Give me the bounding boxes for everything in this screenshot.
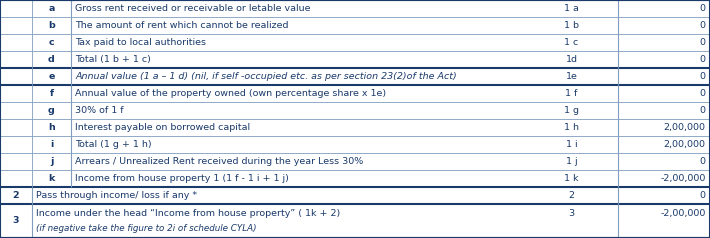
Text: 30% of 1 f: 30% of 1 f — [75, 106, 124, 115]
Text: 1 a: 1 a — [564, 4, 579, 13]
Text: 0: 0 — [700, 157, 706, 166]
Text: g: g — [48, 106, 55, 115]
Text: Total (1 b + 1 c): Total (1 b + 1 c) — [75, 55, 151, 64]
Text: 1 f: 1 f — [565, 89, 578, 98]
Text: Arrears / Unrealized Rent received during the year Less 30%: Arrears / Unrealized Rent received durin… — [75, 157, 364, 166]
Text: 1e: 1e — [566, 72, 577, 81]
Text: Income under the head “Income from house property” ( 1k + 2): Income under the head “Income from house… — [36, 209, 341, 218]
Text: j: j — [50, 157, 53, 166]
Text: -2,00,000: -2,00,000 — [660, 209, 706, 218]
Text: e: e — [48, 72, 55, 81]
Text: h: h — [48, 123, 55, 132]
Text: f: f — [50, 89, 53, 98]
Text: 1 h: 1 h — [564, 123, 579, 132]
Text: c: c — [49, 38, 54, 47]
Text: 0: 0 — [700, 89, 706, 98]
Text: 0: 0 — [700, 72, 706, 81]
Text: (if negative take the figure to 2i of schedule CYLA): (if negative take the figure to 2i of sc… — [36, 224, 257, 233]
Text: The amount of rent which cannot be realized: The amount of rent which cannot be reali… — [75, 21, 289, 30]
Text: 1d: 1d — [566, 55, 577, 64]
Text: 0: 0 — [700, 106, 706, 115]
Text: 2,00,000: 2,00,000 — [664, 140, 706, 149]
Text: 1 i: 1 i — [566, 140, 577, 149]
Text: 0: 0 — [700, 21, 706, 30]
Text: 0: 0 — [700, 4, 706, 13]
Text: Annual value of the property owned (own percentage share x 1e): Annual value of the property owned (own … — [75, 89, 386, 98]
Text: 0: 0 — [700, 55, 706, 64]
Text: Income from house property 1 (1 f - 1 i + 1 j): Income from house property 1 (1 f - 1 i … — [75, 174, 289, 183]
Text: Gross rent received or receivable or letable value: Gross rent received or receivable or let… — [75, 4, 311, 13]
Text: Total (1 g + 1 h): Total (1 g + 1 h) — [75, 140, 152, 149]
Text: 0: 0 — [700, 38, 706, 47]
Text: 3: 3 — [569, 209, 574, 218]
Text: Interest payable on borrowed capital: Interest payable on borrowed capital — [75, 123, 251, 132]
Text: -2,00,000: -2,00,000 — [660, 174, 706, 183]
Text: k: k — [48, 174, 55, 183]
Text: Tax paid to local authorities: Tax paid to local authorities — [75, 38, 207, 47]
Text: 3: 3 — [13, 217, 19, 225]
Text: 1 b: 1 b — [564, 21, 579, 30]
Text: 2: 2 — [13, 191, 19, 200]
Text: a: a — [48, 4, 55, 13]
Text: 0: 0 — [700, 191, 706, 200]
Text: 2: 2 — [569, 191, 574, 200]
Text: 1 k: 1 k — [564, 174, 579, 183]
Text: b: b — [48, 21, 55, 30]
Text: d: d — [48, 55, 55, 64]
Text: Pass through income/ loss if any *: Pass through income/ loss if any * — [36, 191, 197, 200]
Text: 2,00,000: 2,00,000 — [664, 123, 706, 132]
Text: 1 j: 1 j — [566, 157, 577, 166]
Text: i: i — [50, 140, 53, 149]
Text: 1 c: 1 c — [564, 38, 579, 47]
Text: 1 g: 1 g — [564, 106, 579, 115]
Text: Annual value (1 a – 1 d) (nil, if self -occupied etc. as per section 23(2)of the: Annual value (1 a – 1 d) (nil, if self -… — [75, 72, 457, 81]
